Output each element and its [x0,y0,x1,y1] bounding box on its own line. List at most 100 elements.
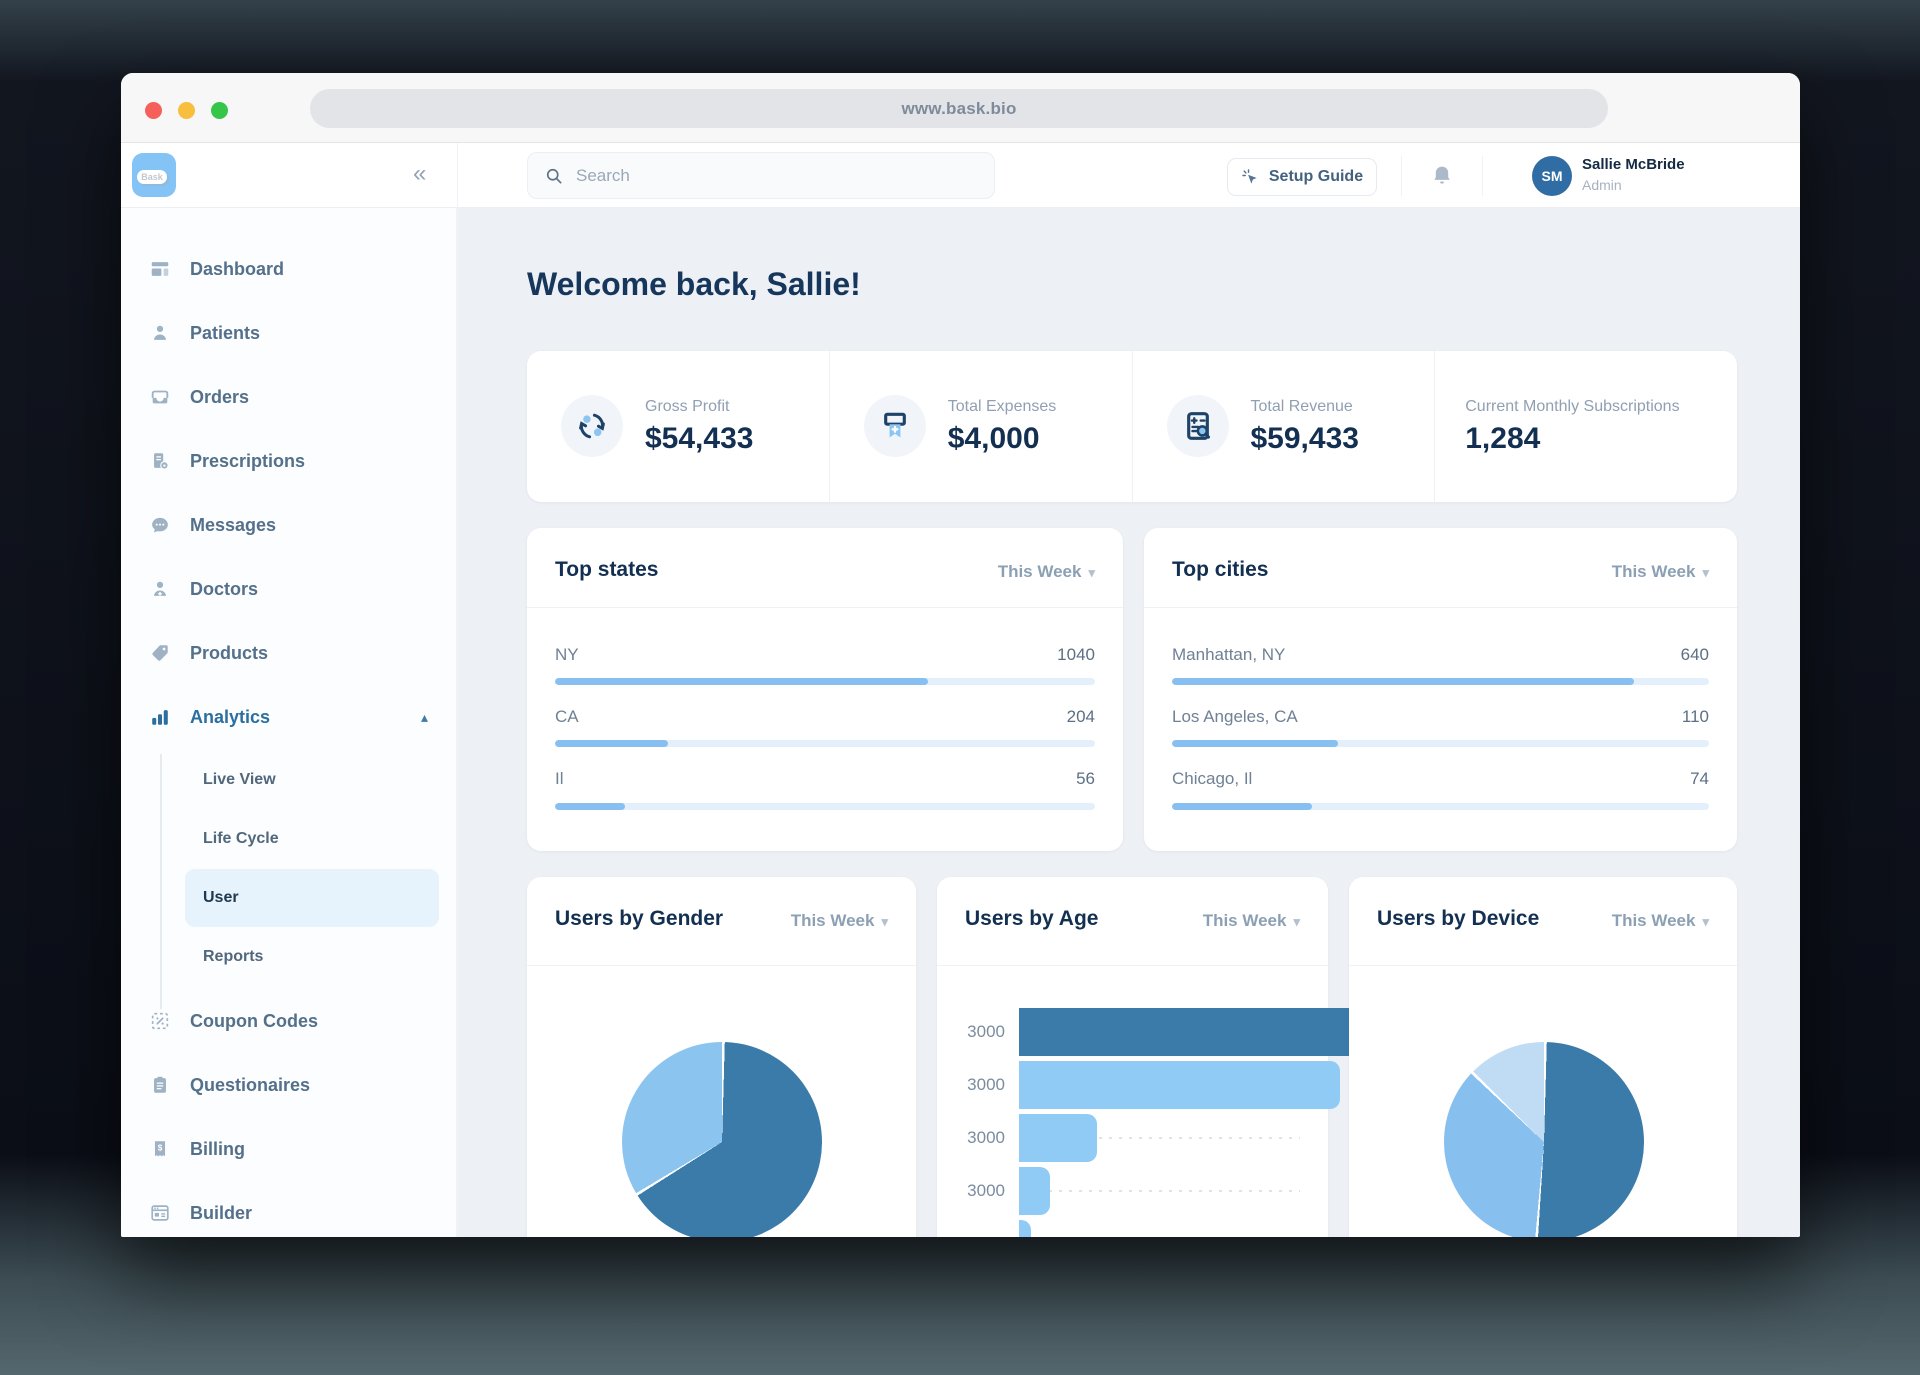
sidebar-item-products[interactable]: Products [121,633,457,673]
stat-monthly-subscriptions: Current Monthly Subscriptions 1,284 [1434,351,1737,502]
age-axis-label: 3000 [967,1128,1005,1147]
age-bar [1019,1008,1391,1056]
url-text: www.bask.bio [901,98,1017,118]
divider [937,965,1328,966]
sidebar-item-analytics[interactable]: Analytics ▴ [121,697,457,737]
address-bar[interactable]: www.bask.bio [310,89,1608,128]
age-axis-label: 3000 [967,1022,1005,1041]
chat-bubble-icon [149,514,171,536]
card-title: Users by Device [1377,907,1540,930]
gender-pie-chart [622,1042,822,1237]
stats-card: Gross Profit $54,433 Total Expenses $4,0… [527,351,1737,502]
subnav-line [160,754,162,1009]
setup-guide-button[interactable]: Setup Guide [1227,158,1377,196]
progress-track [1172,740,1709,747]
user-role: Admin [1582,177,1622,193]
notification-bell-icon[interactable] [1430,163,1454,187]
sidebar-subitem-reports[interactable]: Reports [203,948,264,965]
sidebar-item-billing[interactable]: $ Billing [121,1129,457,1169]
sidebar-item-prescriptions[interactable]: Prescriptions [121,441,457,481]
age-bar [1019,1220,1031,1237]
period-dropdown[interactable]: This Week ▾ [790,911,888,930]
bask-logo-label: Bask [137,170,167,184]
period-dropdown[interactable]: This Week ▾ [1611,911,1709,930]
progress-track [555,803,1095,810]
sidebar-item-coupon-codes[interactable]: Coupon Codes [121,1001,457,1041]
sidebar-item-orders[interactable]: Orders [121,377,457,417]
users-by-age-card: Users by Age This Week ▾ 3000 3000 3000 3… [937,877,1391,1237]
browser-chrome: www.bask.bio [121,73,1800,143]
stat-value: $59,433 [1250,422,1359,455]
click-sparkle-icon [1241,168,1260,187]
chevron-down-icon: ▾ [881,914,888,929]
period-dropdown[interactable]: This Week ▾ [1611,562,1709,581]
sidebar-item-builder[interactable]: Builder [121,1193,457,1233]
age-bar [1019,1114,1098,1162]
sidebar-item-doctors[interactable]: Doctors [121,569,457,609]
chevron-down-icon: ▾ [1702,565,1709,580]
svg-text:$: $ [158,1143,163,1152]
age-bar [1019,1167,1051,1215]
browser-window: www.bask.bio Bask « Setup Guide SM Salli… [121,73,1800,1237]
progress-fill [1172,803,1312,810]
search-input[interactable] [576,165,978,186]
chevron-down-icon: ▾ [1088,565,1095,580]
inbox-icon [149,386,171,408]
period-dropdown[interactable]: This Week ▾ [1202,911,1300,930]
sidebar-item-messages[interactable]: Messages [121,505,457,545]
period-dropdown[interactable]: This Week ▾ [997,562,1095,581]
progress-fill [1172,678,1634,685]
progress-fill [555,678,928,685]
divider [1144,607,1737,608]
stat-value: $4,000 [947,422,1040,455]
selected-subitem-highlight [185,869,439,927]
sidebar-subitem-life-cycle[interactable]: Life Cycle [203,830,279,847]
gridline [1019,1137,1300,1139]
search-bar[interactable] [527,152,995,199]
card-title: Users by Gender [555,907,724,930]
chevron-up-icon[interactable]: ▴ [421,709,429,725]
builder-window-icon [149,1202,171,1224]
topbar-divider [1482,156,1483,196]
age-axis-label: 3000 [967,1181,1005,1200]
receipt-dollar-icon: $ [149,1138,171,1160]
progress-fill [555,740,669,747]
age-axis-label: 3000 [967,1075,1005,1094]
patient-person-icon [149,322,171,344]
topbar-divider [1401,156,1402,196]
progress-track [1172,803,1709,810]
card-title: Users by Age [965,907,1099,930]
stat-value: $54,433 [645,422,754,455]
progress-track [1172,678,1709,685]
sidebar-item-questionaires[interactable]: Questionaires [121,1065,457,1105]
sidebar-subitem-user[interactable]: User [203,889,239,906]
cycle-arrows-icon [561,395,623,457]
stat-label: Total Expenses [947,398,1057,415]
stat-total-expenses: Total Expenses $4,000 [828,351,1132,502]
divider [1349,965,1737,966]
dashboard-icon [149,258,171,280]
minimize-window-button[interactable] [178,102,195,119]
device-pie-chart [1444,1042,1644,1237]
invoice-search-icon [1166,395,1229,457]
sidebar-item-dashboard[interactable]: Dashboard [121,249,457,289]
top-states-card: Top states This Week ▾ NY 1040 CA 204 Il … [527,528,1123,851]
users-by-gender-card: Users by Gender This Week ▾ [527,877,916,1237]
sidebar-subitem-live-view[interactable]: Live View [203,771,276,788]
fullscreen-window-button[interactable] [211,102,228,119]
stat-total-revenue: Total Revenue $59,433 [1131,351,1435,502]
stat-label: Gross Profit [645,398,730,415]
page-title: Welcome back, Sallie! [527,266,861,302]
sidebar-collapse-button[interactable]: « [413,160,427,187]
age-bar [1019,1061,1340,1109]
bask-logo[interactable]: Bask [132,153,176,197]
card-title: Top states [555,558,659,581]
top-cities-card: Top cities This Week ▾ Manhattan, NY 640 … [1144,528,1737,851]
progress-fill [1172,740,1339,747]
close-window-button[interactable] [145,102,162,119]
progress-fill [555,803,626,810]
setup-guide-label: Setup Guide [1268,168,1364,185]
sidebar-item-patients[interactable]: Patients [121,313,457,353]
app-topbar: Bask « Setup Guide SM Sallie McBride Adm… [121,143,1800,208]
avatar[interactable]: SM [1532,156,1572,196]
